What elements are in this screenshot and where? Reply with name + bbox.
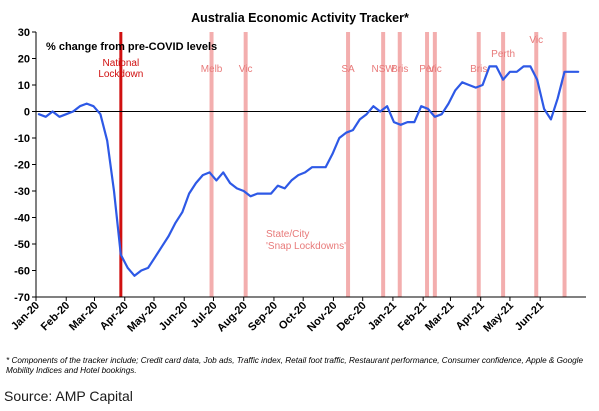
- y-tick-label: -20: [14, 160, 30, 172]
- x-tick-label: Nov-20: [305, 300, 339, 334]
- y-tick-label: -60: [14, 266, 30, 278]
- x-tick-label: Sep-20: [246, 300, 280, 334]
- y-tick-label: -10: [14, 133, 30, 145]
- x-tick-label: Mar-20: [67, 300, 101, 334]
- lockdown-label: Bris: [391, 64, 408, 75]
- x-tick-label: Jan-21: [366, 300, 399, 333]
- snap-lockdowns-line-2: 'Snap Lockdowns': [266, 241, 346, 252]
- y-tick-label: 20: [18, 54, 30, 66]
- y-tick-label: 30: [18, 27, 30, 39]
- lockdown-label: Vic: [239, 64, 253, 75]
- lockdown-label: Per: [419, 64, 435, 75]
- x-tick-label: Jun-20: [157, 300, 191, 334]
- y-tick-label: -40: [14, 213, 30, 225]
- lockdown-label: Vic: [529, 35, 543, 46]
- y-tick-label: -30: [14, 186, 30, 198]
- x-tick-label: Feb-20: [39, 300, 73, 334]
- x-tick-label: Jan-20: [9, 300, 42, 333]
- lockdown-label: Vic: [428, 64, 442, 75]
- y-tick-label: 10: [18, 80, 30, 92]
- activity-tracker-chart: Australia Economic Activity Tracker* 30 2…: [9, 11, 586, 335]
- lockdown-label: Perth: [491, 49, 515, 60]
- x-tick-label: May-20: [125, 300, 160, 335]
- y-tick-label: -50: [14, 239, 30, 251]
- chart-title: Australia Economic Activity Tracker*: [191, 11, 409, 25]
- source-label: Source: AMP Capital: [4, 388, 133, 404]
- lockdown-label: NSW: [371, 64, 395, 75]
- x-tick-label: Oct-20: [277, 300, 310, 333]
- lockdown-label: National: [102, 58, 139, 69]
- lockdown-label: SA: [341, 64, 355, 75]
- y-tick-label: 0: [24, 107, 30, 119]
- x-tick-label: Aug-20: [215, 300, 250, 335]
- x-tick-label: Mar-21: [423, 300, 457, 334]
- x-tick-label: Feb-21: [396, 300, 430, 334]
- footnote: * Components of the tracker include; Cre…: [6, 356, 584, 375]
- x-tick-label: May-21: [481, 300, 516, 335]
- lockdown-label: Bris: [470, 64, 487, 75]
- activity-line: [37, 65, 580, 277]
- lockdown-label: Lockdown: [98, 69, 143, 80]
- x-tick-label: Dec-20: [335, 300, 369, 334]
- y-axis-label: % change from pre-COVID levels: [46, 41, 217, 53]
- snap-lockdowns-line-1: State/City: [266, 229, 309, 240]
- y-tick-label: -70: [14, 292, 30, 304]
- x-tick-label: Jun-21: [513, 300, 547, 334]
- lockdown-label: Melb: [201, 64, 223, 75]
